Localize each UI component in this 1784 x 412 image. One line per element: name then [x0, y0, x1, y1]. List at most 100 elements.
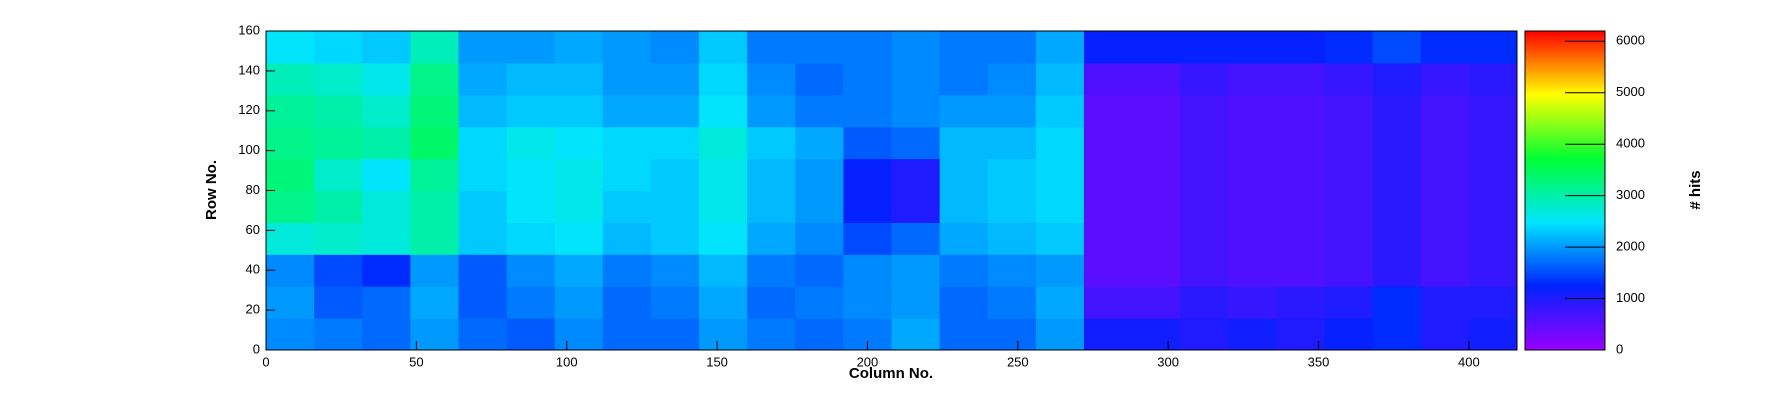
- heat-cell: [1372, 318, 1422, 351]
- heat-cell: [1324, 62, 1374, 96]
- heat-cell: [266, 62, 315, 96]
- heat-cell: [795, 286, 844, 319]
- heat-cell: [458, 318, 508, 351]
- heat-cell: [266, 126, 315, 160]
- heat-cell: [410, 126, 459, 160]
- heat-cell: [554, 286, 604, 319]
- x-tick-label: 150: [706, 354, 728, 369]
- heat-cell: [266, 190, 315, 223]
- heat-cell: [554, 254, 604, 287]
- heat-cell: [843, 31, 892, 64]
- heat-cell: [554, 318, 604, 351]
- heat-cell: [1035, 286, 1085, 319]
- heat-cell: [987, 318, 1037, 351]
- heat-cell: [650, 190, 700, 223]
- heat-cell: [891, 190, 941, 223]
- heat-cell: [1132, 254, 1181, 287]
- heat-cell: [650, 318, 700, 351]
- heat-cell: [987, 286, 1037, 319]
- y-tick-label: 0: [253, 341, 260, 356]
- heat-cell: [362, 31, 411, 64]
- heat-cell: [1324, 190, 1374, 223]
- heat-cell: [1372, 158, 1422, 191]
- heat-cell: [314, 190, 363, 223]
- heat-cell: [602, 222, 652, 255]
- heat-cell: [843, 190, 892, 223]
- heat-cell: [1228, 158, 1277, 191]
- heat-cell: [506, 254, 556, 287]
- colorbar-tick-label: 6000: [1616, 33, 1645, 48]
- heat-cell: [1228, 94, 1277, 128]
- heat-cell: [1132, 318, 1181, 351]
- heat-cell: [506, 318, 556, 351]
- heat-cell: [650, 126, 700, 160]
- colorbar-tick-label: 0: [1616, 341, 1623, 356]
- heat-cell: [1180, 62, 1229, 96]
- heat-cell: [891, 222, 941, 255]
- heat-cell: [1420, 286, 1470, 319]
- colorbar-title: # hits: [1687, 170, 1704, 209]
- heat-cell: [939, 158, 989, 191]
- heat-cell: [1276, 222, 1326, 255]
- heat-cell: [939, 254, 989, 287]
- heat-cell: [1372, 190, 1422, 223]
- heat-cell: [458, 254, 508, 287]
- heat-cell: [891, 318, 941, 351]
- heat-cell: [987, 254, 1037, 287]
- heat-cell: [891, 31, 941, 64]
- heat-cell: [843, 158, 892, 191]
- heat-cell: [410, 286, 459, 319]
- heat-cell: [554, 126, 604, 160]
- heat-cell: [1228, 254, 1277, 287]
- heat-cell: [1468, 94, 1518, 128]
- heat-cell: [987, 222, 1037, 255]
- heat-cell: [650, 222, 700, 255]
- x-tick-label: 250: [1007, 354, 1029, 369]
- heat-cell: [1035, 190, 1085, 223]
- colorbar-tick-label: 2000: [1616, 239, 1645, 254]
- heat-cell: [939, 318, 989, 351]
- heat-cell: [795, 94, 844, 128]
- heat-cell: [362, 158, 411, 191]
- heat-cell: [1228, 286, 1277, 319]
- heat-cell: [1468, 286, 1518, 319]
- heat-cell: [1276, 286, 1326, 319]
- heat-cell: [1132, 126, 1181, 160]
- heat-cell: [1132, 94, 1181, 128]
- y-tick-label: 80: [246, 182, 260, 197]
- heat-cell: [987, 94, 1037, 128]
- heat-cell: [747, 254, 796, 287]
- heat-cell: [362, 318, 411, 351]
- heat-cell: [314, 62, 363, 96]
- heat-cell: [1276, 190, 1326, 223]
- heat-cell: [699, 190, 748, 223]
- heat-cell: [1228, 190, 1277, 223]
- heat-cell: [362, 286, 411, 319]
- heat-cell: [602, 31, 652, 64]
- heat-cell: [1372, 222, 1422, 255]
- heat-cell: [602, 158, 652, 191]
- heat-cell: [1132, 31, 1181, 64]
- heat-cell: [699, 126, 748, 160]
- heat-cell: [602, 318, 652, 351]
- heat-cell: [795, 190, 844, 223]
- colorbar-tick-label: 1000: [1616, 290, 1645, 305]
- heat-cell: [1228, 222, 1277, 255]
- heat-cell: [795, 318, 844, 351]
- heat-cell: [266, 318, 315, 351]
- heat-cell: [843, 94, 892, 128]
- heat-cell: [458, 94, 508, 128]
- heat-cell: [506, 94, 556, 128]
- heat-cell: [554, 62, 604, 96]
- heat-cell: [1035, 94, 1085, 128]
- heat-cell: [602, 62, 652, 96]
- heat-cell: [314, 318, 363, 351]
- y-tick-label: 140: [238, 62, 260, 77]
- y-tick-label: 120: [238, 102, 260, 117]
- heat-cell: [458, 286, 508, 319]
- heat-cell: [506, 62, 556, 96]
- x-tick-label: 50: [409, 354, 423, 369]
- y-tick-label: 100: [238, 142, 260, 157]
- heat-cell: [314, 158, 363, 191]
- heat-cell: [1083, 286, 1133, 319]
